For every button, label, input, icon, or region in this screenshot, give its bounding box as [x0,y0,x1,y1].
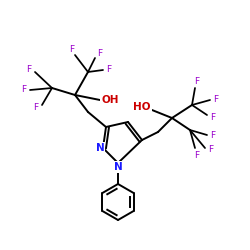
Text: F: F [194,150,200,160]
Text: F: F [34,104,38,112]
Text: N: N [96,143,104,153]
Text: F: F [210,112,216,122]
Text: F: F [214,96,218,104]
Text: F: F [210,130,216,140]
Text: N: N [114,162,122,172]
Text: F: F [194,78,200,86]
Text: HO: HO [133,102,151,112]
Text: F: F [70,44,74,54]
Text: F: F [26,64,32,74]
Text: F: F [208,146,214,154]
Text: F: F [98,48,102,58]
Text: F: F [22,86,26,94]
Text: OH: OH [101,95,119,105]
Text: F: F [106,66,112,74]
